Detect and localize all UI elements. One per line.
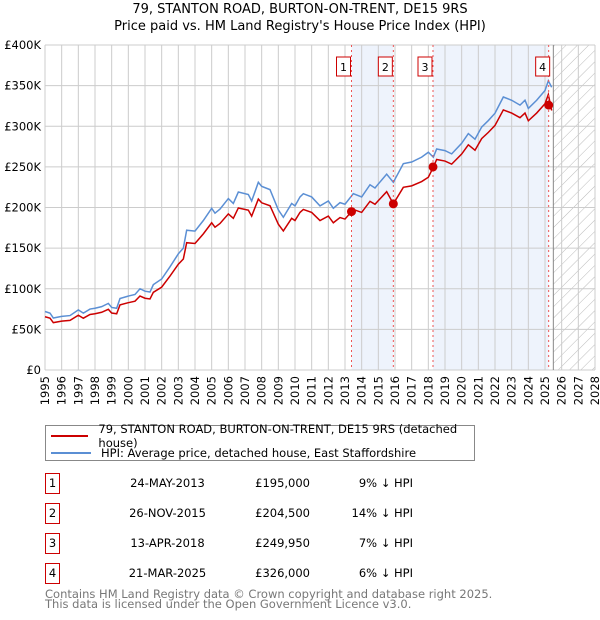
- x-tick-label: 2002: [155, 376, 169, 405]
- x-tick-label: 2001: [138, 376, 152, 405]
- x-tick-label: 2013: [338, 376, 352, 405]
- x-tick-label: 2025: [538, 376, 552, 405]
- transaction-number-badge: 3: [45, 533, 60, 554]
- chart-title: 79, STANTON ROAD, BURTON-ON-TRENT, DE15 …: [132, 2, 468, 17]
- x-tick-label: 2015: [371, 376, 385, 405]
- transaction-price: £326,000: [255, 566, 310, 580]
- transaction-row: 2 26-NOV-2015 £204,500 14% ↓ HPI: [45, 503, 445, 524]
- x-tick-label: 2020: [455, 376, 469, 405]
- x-tick-label: 2019: [438, 376, 452, 405]
- x-tick-label: 2021: [471, 376, 485, 405]
- x-tick-label: 2000: [121, 376, 135, 405]
- y-tick-label: £400K: [4, 38, 41, 52]
- x-tick-label: 2026: [555, 376, 569, 405]
- x-tick-label: 2008: [255, 376, 269, 405]
- transaction-label-box: [417, 56, 433, 77]
- x-tick-label: 2004: [188, 376, 202, 405]
- y-tick-label: £300K: [4, 119, 41, 133]
- transaction-hpi-diff: 7% ↓ HPI: [358, 536, 413, 550]
- y-tick-label: £250K: [4, 160, 41, 174]
- x-tick-label: 2011: [305, 376, 319, 405]
- y-tick-label: £200K: [4, 201, 41, 215]
- x-tick-label: 2009: [271, 376, 285, 405]
- transaction-point: [428, 162, 438, 172]
- transaction-label: 1: [340, 61, 347, 74]
- x-tick-label: 1998: [88, 376, 102, 405]
- x-tick-label: 2027: [571, 376, 585, 405]
- transaction-label: 4: [539, 61, 546, 74]
- chart-legend: 79, STANTON ROAD, BURTON-ON-TRENT, DE15 …: [45, 422, 475, 461]
- transaction-label-box: [336, 56, 351, 77]
- y-tick-label: £50K: [12, 322, 42, 336]
- legend-label-property: 79, STANTON ROAD, BURTON-ON-TRENT, DE15 …: [98, 422, 458, 450]
- transaction-point: [347, 207, 356, 217]
- property-price-line: [44, 91, 553, 324]
- transaction-number-badge: 2: [45, 503, 60, 524]
- x-tick-label: 2003: [171, 376, 185, 405]
- x-tick-label: 2028: [588, 376, 600, 405]
- transaction-date: 13-APR-2018: [130, 536, 205, 550]
- y-tick-label: £0: [26, 363, 41, 377]
- x-tick-label: 2005: [205, 376, 219, 405]
- footer-attribution: Contains HM Land Registry data © Crown c…: [45, 587, 493, 611]
- x-tick-label: 2010: [288, 376, 302, 405]
- y-tick-label: £100K: [4, 282, 41, 296]
- transaction-point: [388, 199, 398, 209]
- footer-line-2: This data is licensed under the Open Gov…: [45, 597, 412, 611]
- x-tick-label: 2024: [521, 376, 535, 405]
- chart-subtitle: Price paid vs. HM Land Registry's House …: [114, 19, 486, 34]
- x-tick-label: 2014: [355, 376, 369, 405]
- x-tick-label: 2023: [505, 376, 519, 405]
- x-tick-label: 2022: [488, 376, 502, 405]
- x-tick-label: 2012: [321, 376, 335, 405]
- x-tick-label: 2016: [388, 376, 402, 405]
- transaction-hpi-diff: 14% ↓ HPI: [351, 506, 413, 520]
- x-tick-label: 1999: [105, 376, 119, 405]
- transaction-row: 4 21-MAR-2025 £326,000 6% ↓ HPI: [45, 563, 445, 584]
- transaction-hpi-diff: 9% ↓ HPI: [358, 476, 413, 490]
- transaction-hpi-diff: 6% ↓ HPI: [358, 566, 413, 580]
- transaction-point: [544, 100, 554, 110]
- transaction-price: £195,000: [255, 476, 310, 490]
- footer-line-1: Contains HM Land Registry data © Crown c…: [45, 587, 493, 601]
- transaction-label-box: [377, 56, 393, 77]
- y-tick-label: £150K: [4, 241, 41, 255]
- transaction-label: 3: [422, 61, 429, 74]
- hpi-line: [44, 78, 553, 319]
- y-tick-label: £350K: [4, 79, 41, 93]
- price-chart: 1 2 3 4 1995 1996 1997 1998 1999 2000 2001 2002 2003…: [4, 38, 600, 405]
- x-tick-label: 1997: [71, 376, 85, 405]
- transaction-number-badge: 4: [45, 563, 60, 584]
- legend-item-hpi: HPI: Average price, detached house, East…: [51, 445, 416, 461]
- legend-item-property: 79, STANTON ROAD, BURTON-ON-TRENT, DE15 …: [51, 422, 474, 450]
- transaction-date: 26-NOV-2015: [129, 506, 206, 520]
- legend-swatch-blue: [51, 452, 91, 454]
- transaction-date: 21-MAR-2025: [128, 566, 207, 580]
- x-tick-label: 2006: [221, 376, 235, 405]
- transaction-label: 2: [382, 61, 389, 74]
- transaction-label-box: [535, 56, 551, 77]
- x-tick-label: 1996: [55, 376, 69, 405]
- transaction-price: £249,950: [255, 536, 310, 550]
- x-tick-label: 1995: [38, 376, 52, 405]
- transaction-price: £204,500: [255, 506, 310, 520]
- transaction-number-badge: 1: [45, 473, 60, 494]
- transaction-row: 3 13-APR-2018 £249,950 7% ↓ HPI: [45, 533, 445, 554]
- transaction-date: 24-MAY-2013: [130, 476, 205, 490]
- legend-label-hpi: HPI: Average price, detached house, East…: [101, 446, 417, 460]
- x-tick-label: 2007: [238, 376, 252, 405]
- x-tick-label: 2017: [405, 376, 419, 405]
- transaction-row: 1 24-MAY-2013 £195,000 9% ↓ HPI: [45, 473, 445, 494]
- x-tick-label: 2018: [421, 376, 435, 405]
- legend-swatch-red: [51, 435, 89, 437]
